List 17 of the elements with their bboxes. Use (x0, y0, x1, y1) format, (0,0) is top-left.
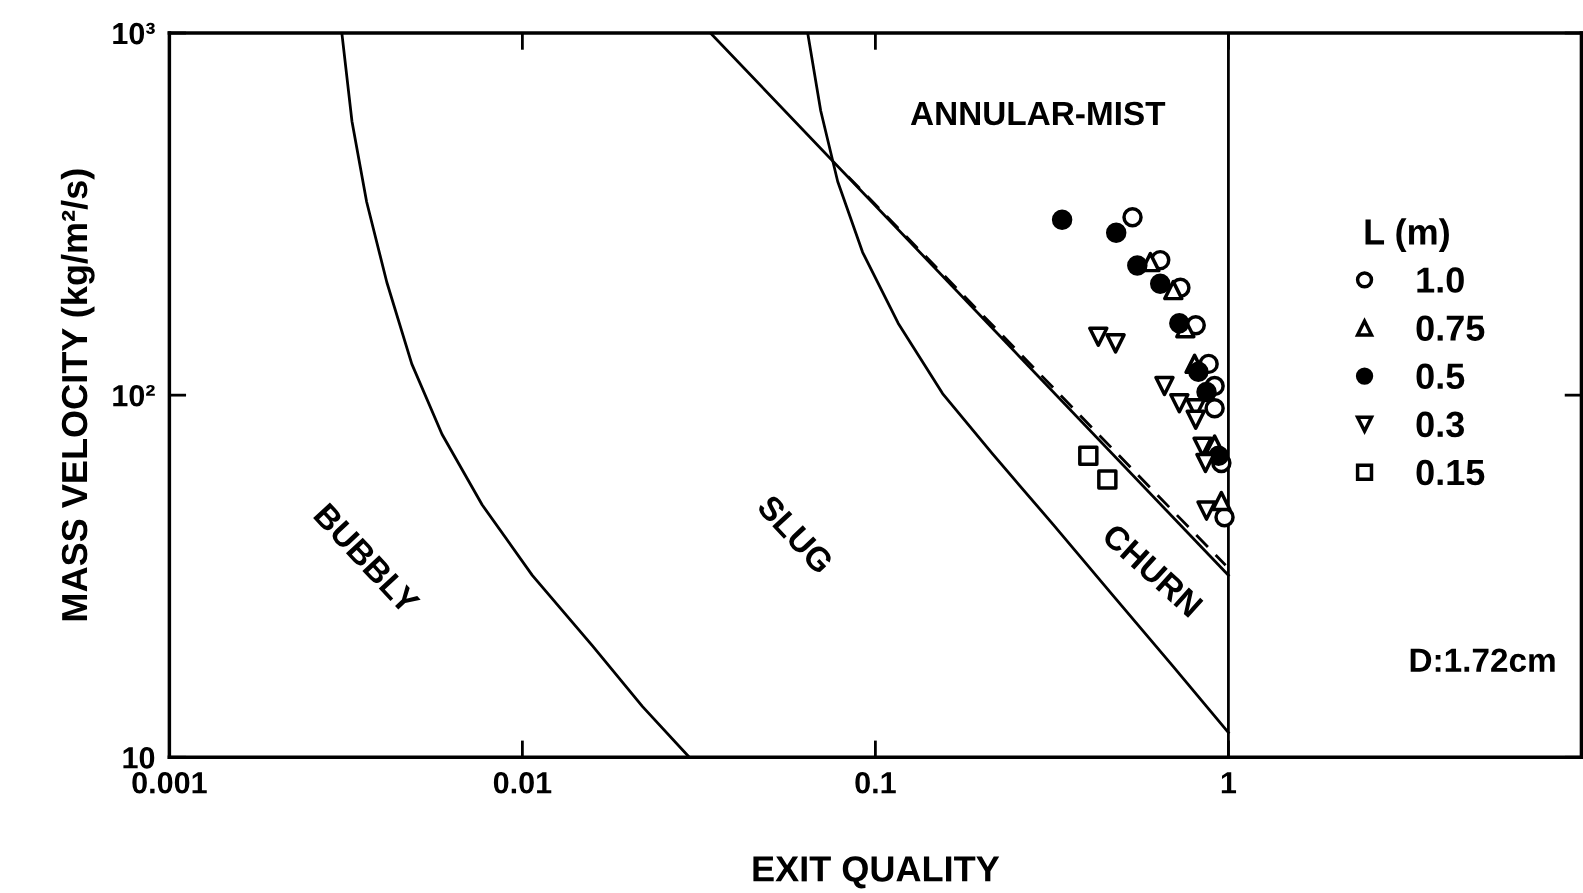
y-tick-label: 10² (113, 384, 155, 407)
y-tick-label: 10³ (113, 22, 155, 45)
legend-label: 0.3 (1416, 411, 1464, 438)
legend-label: 0.75 (1416, 315, 1485, 341)
annotation: D:1.72cm (1410, 648, 1555, 673)
legend-label: 0.5 (1416, 363, 1465, 390)
annotation: ANNULAR-MIST (910, 101, 1166, 126)
legend-label: 0.15 (1416, 459, 1485, 486)
legend-label: 1.0 (1417, 267, 1464, 293)
y-tick-label: 10 (123, 747, 155, 769)
x-tick-label: 0.001 (132, 771, 207, 794)
x-axis-title: EXIT QUALITY (753, 856, 1000, 889)
y-axis-title: MASS VELOCITY (kg/m²/s) (60, 169, 95, 621)
legend-title: L (m) (1365, 218, 1449, 252)
x-tick-label: 1 (1221, 772, 1237, 794)
x-tick-label: 0.01 (493, 771, 552, 794)
x-tick-label: 0.1 (855, 771, 896, 794)
